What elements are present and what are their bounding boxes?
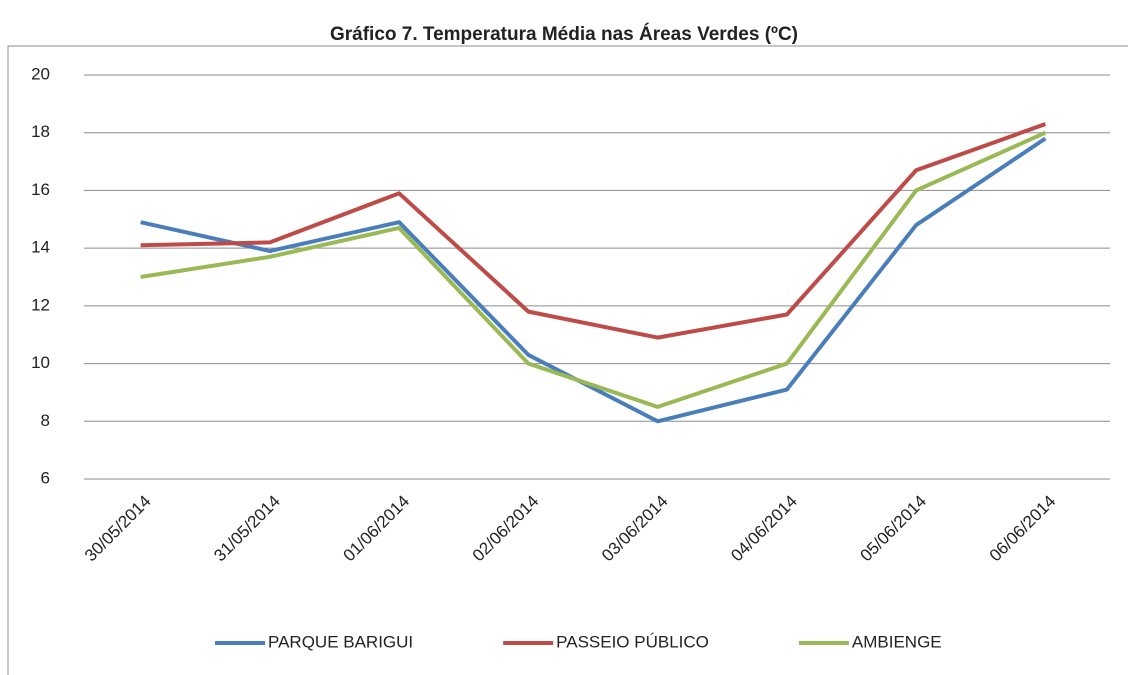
y-tick-label: 16: [31, 180, 50, 199]
y-tick-label: 18: [31, 122, 50, 141]
series-line: [140, 130, 1047, 409]
y-tick-label: 12: [31, 295, 50, 314]
chart-title: Gráfico 7. Temperatura Média nas Áreas V…: [330, 23, 798, 45]
legend-label: PARQUE BARIGUI: [268, 632, 413, 651]
x-tick-label: 31/05/2014: [210, 492, 284, 566]
x-tick-label: 01/06/2014: [340, 492, 414, 566]
y-tick-label: 20: [31, 64, 50, 83]
x-tick-label: 03/06/2014: [598, 492, 672, 566]
x-tick-label: 05/06/2014: [857, 492, 931, 566]
series-line: [140, 122, 1047, 340]
legend-label: AMBIENGE: [852, 632, 942, 651]
y-tick-label: 14: [31, 238, 50, 257]
chart-frame: [7, 45, 1128, 675]
legend-label: PASSEIO PÚBLICO: [556, 632, 709, 651]
series-line: [140, 136, 1047, 424]
y-tick-label: 6: [41, 468, 50, 487]
x-tick-label: 04/06/2014: [727, 492, 801, 566]
x-tick-label: 06/06/2014: [986, 492, 1060, 566]
y-tick-label: 10: [31, 353, 50, 372]
y-tick-label: 8: [41, 411, 50, 430]
x-tick-label: 30/05/2014: [81, 492, 155, 566]
x-tick-label: 02/06/2014: [469, 492, 543, 566]
